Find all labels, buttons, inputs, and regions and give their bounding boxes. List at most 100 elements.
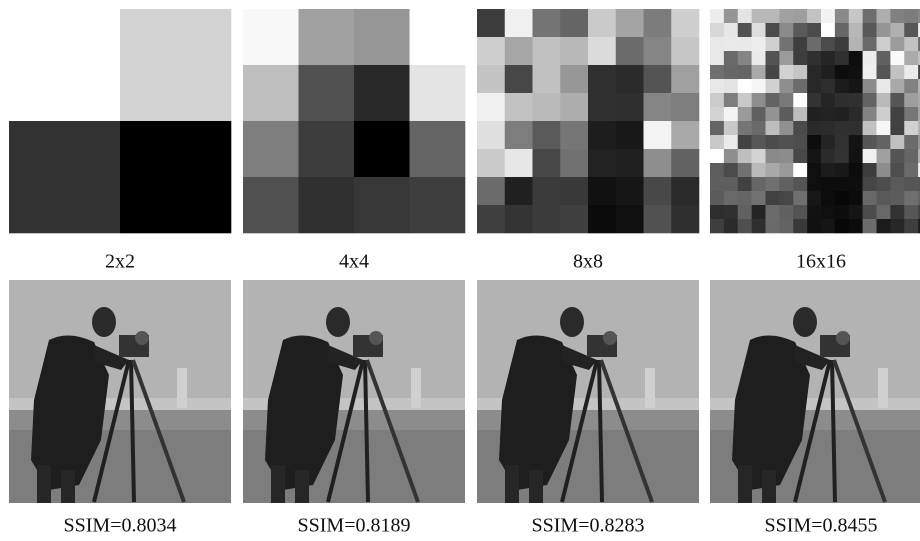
block — [532, 65, 561, 94]
block — [409, 121, 466, 178]
block — [821, 191, 836, 206]
block — [862, 79, 877, 94]
block — [821, 177, 836, 192]
block — [918, 177, 920, 192]
block — [890, 23, 905, 38]
block — [615, 149, 644, 178]
block — [876, 65, 891, 80]
block — [504, 177, 533, 206]
block — [765, 9, 780, 24]
block — [588, 65, 617, 94]
block — [862, 37, 877, 52]
block — [918, 79, 920, 94]
block — [862, 121, 877, 136]
block — [504, 205, 533, 234]
block — [807, 177, 822, 192]
block — [723, 219, 739, 234]
block — [890, 135, 905, 150]
block — [918, 219, 920, 234]
block — [671, 9, 700, 38]
ssim-label: SSIM=0.8283 — [532, 515, 645, 537]
block — [723, 93, 739, 108]
block — [834, 135, 850, 150]
block — [876, 177, 891, 192]
block — [710, 79, 725, 94]
block — [710, 177, 725, 192]
block — [560, 205, 589, 234]
block — [779, 79, 794, 94]
block — [751, 149, 766, 164]
block — [793, 177, 808, 192]
ssim-label: SSIM=0.8189 — [298, 515, 411, 537]
block — [848, 23, 863, 38]
block — [751, 9, 766, 24]
block — [243, 65, 299, 122]
block — [643, 177, 672, 206]
block — [751, 191, 766, 206]
block — [710, 107, 725, 122]
block — [723, 65, 739, 80]
block — [821, 135, 836, 150]
block — [793, 163, 808, 178]
block — [765, 107, 780, 122]
block — [120, 121, 232, 234]
block — [409, 9, 466, 66]
block — [710, 121, 725, 136]
block — [876, 163, 891, 178]
block — [477, 9, 506, 38]
block — [477, 121, 506, 150]
block — [737, 177, 752, 192]
block — [710, 219, 725, 234]
block — [876, 107, 891, 122]
block — [876, 9, 891, 24]
cameraman-image — [9, 280, 231, 503]
block — [890, 65, 905, 80]
block — [890, 107, 905, 122]
block — [834, 205, 850, 220]
block — [588, 149, 617, 178]
block — [834, 163, 850, 178]
block — [779, 9, 794, 24]
grid-label: 2x2 — [105, 251, 135, 273]
block — [807, 65, 822, 80]
block — [560, 121, 589, 150]
block — [834, 191, 850, 206]
block — [779, 205, 794, 220]
block — [298, 177, 355, 234]
block — [918, 93, 920, 108]
block — [821, 107, 836, 122]
block — [862, 23, 877, 38]
block — [643, 149, 672, 178]
block — [615, 9, 644, 38]
block — [737, 219, 752, 234]
block — [532, 149, 561, 178]
block — [779, 93, 794, 108]
block — [848, 177, 863, 192]
block — [862, 9, 877, 24]
block — [834, 79, 850, 94]
block — [904, 9, 919, 24]
block — [876, 135, 891, 150]
block — [904, 37, 919, 52]
block — [918, 23, 920, 38]
block — [848, 149, 863, 164]
block — [890, 191, 905, 206]
block — [723, 23, 739, 38]
block — [737, 37, 752, 52]
block — [671, 177, 700, 206]
block — [793, 149, 808, 164]
block — [862, 93, 877, 108]
block — [477, 37, 506, 66]
block — [532, 205, 561, 234]
block — [765, 79, 780, 94]
block — [504, 9, 533, 38]
block — [821, 9, 836, 24]
block — [751, 51, 766, 66]
block — [765, 163, 780, 178]
block — [588, 121, 617, 150]
block — [918, 65, 920, 80]
block-grids: 2x2 4x4 8x8 16x16 — [9, 9, 920, 273]
block — [723, 205, 739, 220]
block — [779, 37, 794, 52]
